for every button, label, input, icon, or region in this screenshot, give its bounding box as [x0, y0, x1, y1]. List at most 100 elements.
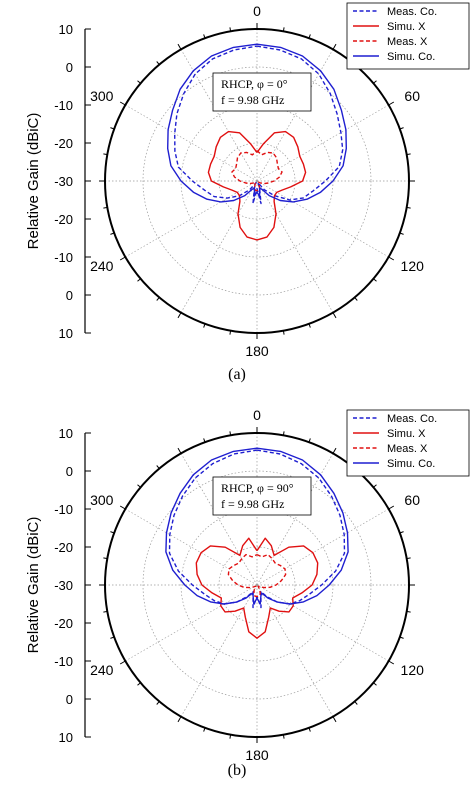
angle-tick-mark	[388, 505, 395, 510]
angle-tick-mark	[110, 531, 115, 534]
angle-tick-mark	[119, 256, 126, 261]
angle-tick-mark	[388, 101, 395, 106]
radial-tick-label: -20	[54, 212, 73, 227]
annotation-line-1: RHCP, φ = 90°	[221, 481, 294, 495]
radial-axis-label: Relative Gain (dBiC)	[25, 517, 42, 654]
grid-spoke	[125, 584, 258, 662]
radial-tick-label: -20	[54, 540, 73, 555]
angle-tick-mark	[406, 153, 411, 156]
grid-spoke	[256, 49, 334, 182]
panel-caption: (a)	[228, 366, 246, 383]
radial-tick-label: 10	[59, 426, 73, 441]
radial-tick-label: 0	[66, 692, 73, 707]
polar-chart-b: 0 60 120 180 240 300 10 0 -10 -20 -30 -20 -10 0 10 Rela…	[25, 407, 470, 779]
angle-tick-mark	[282, 330, 285, 335]
angle-tick-mark	[388, 256, 395, 261]
grid-spoke	[256, 584, 389, 662]
grid-spoke	[125, 104, 258, 182]
angle-tick-mark	[332, 43, 337, 50]
angle-tick-label: 60	[404, 492, 420, 508]
grid-circle	[218, 546, 296, 624]
radial-tick-label: -30	[54, 174, 73, 189]
annotation-line-2: f = 9.98 GHz	[221, 93, 284, 107]
angle-tick-mark	[282, 734, 285, 739]
radial-tick-label: -10	[54, 250, 73, 265]
grid-spoke	[256, 180, 389, 258]
series-line-meas-x	[227, 553, 287, 598]
angle-tick-mark	[103, 557, 108, 560]
angle-tick-mark	[229, 734, 232, 739]
angle-tick-mark	[103, 153, 108, 156]
angle-tick-mark	[137, 484, 141, 488]
series-line-simu-co-	[165, 447, 349, 605]
angle-tick-mark	[373, 80, 377, 84]
angle-tick-mark	[354, 297, 358, 301]
radial-tick-label: -20	[54, 616, 73, 631]
angle-tick-label: 240	[90, 662, 114, 678]
polar-chart-a: 0 60 120 180 240 300 10 0 -10 -20 -30 -20 -10 0 10 Rela…	[25, 2, 470, 383]
grid-spoke	[125, 508, 258, 586]
annotation-line-2: f = 9.98 GHz	[221, 497, 284, 511]
angle-tick-mark	[332, 716, 337, 723]
grid-spoke	[256, 104, 389, 182]
angle-tick-mark	[177, 447, 182, 454]
grid-spoke	[180, 180, 258, 313]
angle-tick-mark	[177, 312, 182, 319]
series-line-meas-co-	[174, 45, 344, 205]
series-line-simu-x	[195, 537, 319, 639]
legend-box	[346, 409, 470, 477]
angle-tick-mark	[406, 557, 411, 560]
angle-tick-mark	[399, 127, 404, 130]
angle-tick-label: 180	[245, 747, 269, 763]
grid-spoke	[256, 180, 334, 313]
angle-tick-mark	[110, 636, 115, 639]
legend-label: Meas. X	[387, 36, 428, 48]
angle-tick-label: 300	[90, 88, 114, 104]
legend-label: Simu. Co.	[387, 51, 435, 63]
annotation-box	[212, 476, 312, 516]
grid-spoke	[256, 584, 334, 717]
angle-tick-mark	[103, 610, 108, 613]
angle-tick-mark	[229, 27, 232, 32]
radial-tick-label: 0	[66, 464, 73, 479]
radial-tick-label: -10	[54, 502, 73, 517]
angle-tick-mark	[308, 323, 311, 328]
radial-tick-label: -30	[54, 578, 73, 593]
annotation-line-1: RHCP, φ = 0°	[221, 77, 288, 91]
angle-tick-label: 60	[404, 88, 420, 104]
panel-caption: (b)	[228, 762, 247, 779]
angle-tick-mark	[229, 330, 232, 335]
legend-label: Simu. Co.	[387, 458, 435, 470]
grid-spoke	[180, 453, 258, 586]
angle-tick-mark	[137, 682, 141, 686]
angle-tick-mark	[388, 660, 395, 665]
angle-tick-mark	[373, 278, 377, 282]
radial-tick-label: 10	[59, 326, 73, 341]
angle-tick-label: 120	[401, 258, 425, 274]
legend-label: Meas. Co.	[387, 413, 437, 425]
radial-tick-label: 10	[59, 730, 73, 745]
angle-tick-mark	[282, 431, 285, 436]
radial-tick-label: -10	[54, 654, 73, 669]
angle-tick-mark	[203, 438, 206, 443]
radial-tick-label: -20	[54, 136, 73, 151]
series-line-simu-x	[207, 130, 307, 241]
angle-tick-label: 240	[90, 258, 114, 274]
angle-tick-mark	[137, 80, 141, 84]
legend-box	[346, 2, 470, 70]
radial-axis-label: Relative Gain (dBiC)	[25, 113, 42, 250]
angle-tick-mark	[110, 232, 115, 235]
angle-tick-mark	[308, 34, 311, 39]
legend-label: Meas. X	[387, 443, 428, 455]
angle-tick-label: 300	[90, 492, 114, 508]
angle-tick-mark	[156, 465, 160, 469]
angle-tick-mark	[373, 484, 377, 488]
angle-tick-mark	[119, 101, 126, 106]
legend-label: Simu. X	[387, 21, 426, 33]
angle-tick-label: 180	[245, 343, 269, 359]
radial-tick-label: 0	[66, 60, 73, 75]
angle-tick-mark	[406, 206, 411, 209]
angle-tick-mark	[156, 701, 160, 705]
angle-tick-mark	[177, 716, 182, 723]
